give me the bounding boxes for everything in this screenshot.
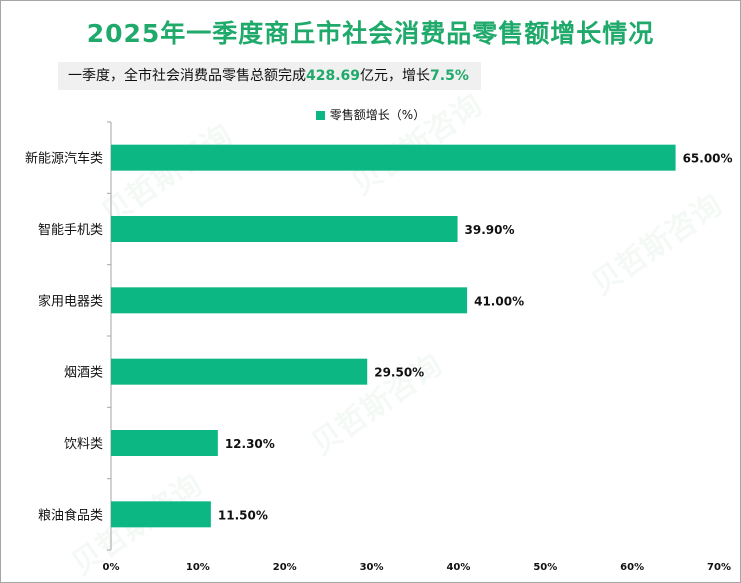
- category-label: 粮油食品类: [38, 507, 103, 523]
- x-tick-label: 30%: [360, 562, 384, 573]
- bar: [111, 144, 676, 171]
- bar: [111, 501, 211, 528]
- value-label: 65.00%: [683, 152, 733, 166]
- plot-area: 新能源汽车类 65.00% 智能手机类 39.90% 家用电器类 41.00% 烟酒类 29.…: [25, 121, 733, 573]
- x-tick-label: 0%: [103, 562, 120, 573]
- legend-label: 零售额增长（%）: [329, 108, 426, 122]
- summary-middle: 亿元，增长: [360, 68, 431, 84]
- summary-box: 一季度，全市社会消费品零售总额完成428.69亿元，增长7.5%: [58, 62, 481, 90]
- value-label: 39.90%: [465, 223, 515, 237]
- value-label: 12.30%: [225, 437, 275, 451]
- x-tick-label: 10%: [186, 562, 210, 573]
- bar: [111, 358, 368, 385]
- legend: 零售额增长（%）: [0, 106, 741, 123]
- x-tick-label: 60%: [620, 562, 644, 573]
- category-label: 烟酒类: [64, 366, 103, 381]
- value-label: 11.50%: [218, 508, 268, 522]
- value-label: 41.00%: [474, 294, 524, 308]
- bar: [111, 287, 468, 314]
- summary-prefix: 一季度，全市社会消费品零售总额完成: [68, 68, 306, 84]
- category-label: 家用电器类: [38, 293, 103, 309]
- summary-growth: 7.5%: [430, 68, 469, 84]
- x-tick-label: 70%: [707, 562, 731, 573]
- summary-amount: 428.69: [306, 68, 361, 84]
- category-label: 新能源汽车类: [25, 151, 103, 167]
- category-label: 饮料类: [64, 437, 103, 452]
- category-label: 智能手机类: [38, 223, 103, 238]
- chart-title: 2025年一季度商丘市社会消费品零售额增长情况: [86, 19, 655, 48]
- bar: [111, 216, 458, 242]
- x-tick-label: 40%: [446, 562, 470, 573]
- x-tick-label: 20%: [273, 562, 297, 573]
- bar: [111, 430, 218, 456]
- legend-swatch: [315, 111, 325, 120]
- x-tick-label: 50%: [533, 562, 557, 573]
- value-label: 29.50%: [374, 366, 424, 380]
